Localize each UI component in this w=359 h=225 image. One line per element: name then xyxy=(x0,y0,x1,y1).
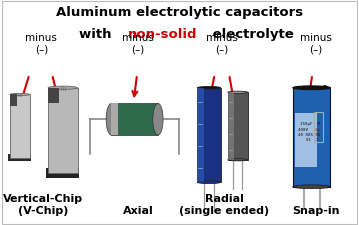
Ellipse shape xyxy=(48,86,78,89)
Text: electrolyte: electrolyte xyxy=(208,28,293,41)
Ellipse shape xyxy=(153,104,163,135)
Bar xyxy=(293,88,330,187)
Bar xyxy=(10,94,29,158)
Text: Radial
(single ended): Radial (single ended) xyxy=(179,194,270,216)
Bar xyxy=(228,92,234,160)
Bar xyxy=(295,112,317,167)
Ellipse shape xyxy=(228,159,248,161)
Bar xyxy=(314,112,322,142)
Ellipse shape xyxy=(10,93,29,96)
Text: with: with xyxy=(79,28,116,41)
Ellipse shape xyxy=(197,181,220,184)
Bar xyxy=(8,154,32,161)
Bar xyxy=(228,92,248,160)
Text: minus
(–): minus (–) xyxy=(25,33,57,54)
Bar xyxy=(111,104,158,135)
Bar xyxy=(48,88,59,103)
Ellipse shape xyxy=(293,86,331,90)
Bar xyxy=(197,88,220,182)
Ellipse shape xyxy=(322,85,327,88)
Text: non-solid: non-solid xyxy=(127,28,197,41)
Text: Axial: Axial xyxy=(123,206,154,216)
Bar xyxy=(48,88,78,173)
Text: minus
(–): minus (–) xyxy=(122,33,154,54)
Text: Vertical-Chip
(V-Chip): Vertical-Chip (V-Chip) xyxy=(3,194,83,216)
Text: 150µF  M
400V   LL
40 085 56
  91 11: 150µF M 400V LL 40 085 56 91 11 xyxy=(298,122,321,142)
Ellipse shape xyxy=(197,86,220,89)
Bar xyxy=(46,168,79,178)
Ellipse shape xyxy=(106,104,116,135)
Bar xyxy=(111,104,118,135)
Text: minus
(–): minus (–) xyxy=(300,33,332,54)
Text: Aluminum electrolytic capacitors: Aluminum electrolytic capacitors xyxy=(56,6,303,19)
Text: minus
(–): minus (–) xyxy=(206,33,238,54)
Ellipse shape xyxy=(293,185,331,189)
Bar xyxy=(197,88,204,182)
Ellipse shape xyxy=(228,91,248,93)
Text: Snap-in: Snap-in xyxy=(292,206,340,216)
Bar xyxy=(10,94,17,106)
